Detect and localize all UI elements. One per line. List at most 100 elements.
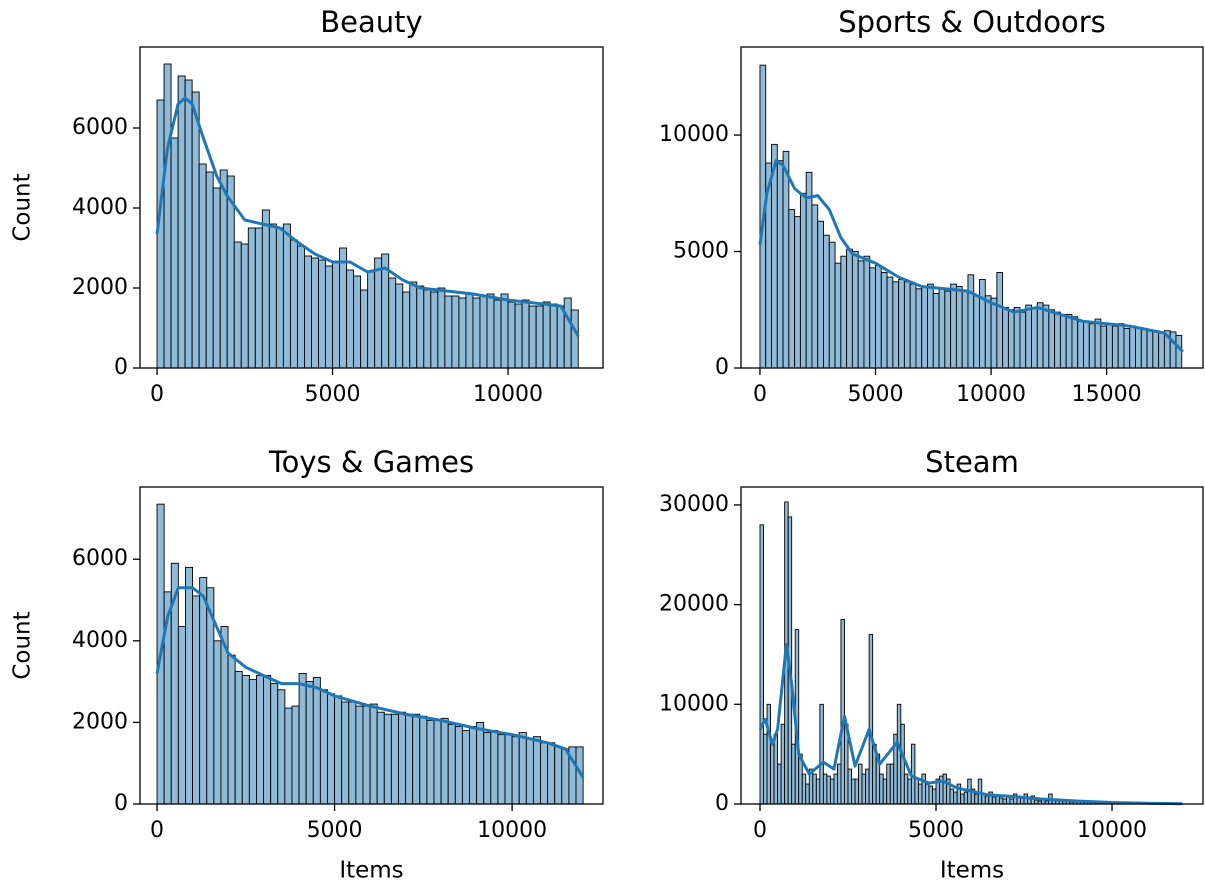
histogram-bar [875,265,882,369]
histogram-bar [886,276,894,369]
histogram-bar [458,297,467,369]
histogram-bar [799,192,807,369]
histogram-bar [504,734,513,805]
histogram-bar [268,223,277,369]
histogram-bar [163,63,172,369]
x-tick-label: 10000 [477,818,547,843]
histogram-bar [289,239,298,369]
histogram-bar [907,778,912,805]
histogram-bar [991,796,997,805]
y-tick-label: 5000 [673,239,729,264]
histogram-bar [270,683,279,805]
histogram-bar [865,768,870,805]
histogram-bar [1031,306,1038,369]
histogram-bar [1146,330,1154,369]
histogram-bar [917,783,923,805]
histogram-bar [395,283,404,369]
histogram-bar [949,788,955,805]
histogram-bar [851,251,859,369]
histogram-bar [479,295,488,369]
histogram-bar [390,713,399,805]
histogram-bar [759,524,764,805]
histogram-bar [518,732,527,805]
histogram-bar [857,260,865,369]
histogram-bar [1036,302,1044,369]
histogram-bar [362,705,371,805]
histogram-bar [528,305,537,369]
histogram-bar [497,734,506,805]
histogram-bar [556,305,565,369]
y-tick-label: 4000 [72,628,128,653]
histogram-bar [298,672,307,805]
histogram-bar [909,283,917,369]
x-tick-label: 10000 [473,382,543,407]
histogram-bar [311,257,319,369]
y-tick-label: 10000 [659,691,729,716]
panel: 0 5000 10000 15000 0 5000 10000 Sports & Outdoo… [659,5,1204,407]
histogram-bar [834,262,842,369]
histogram-bar [805,171,813,369]
panel-title: Beauty [320,5,422,39]
histogram-bar [177,626,186,805]
histogram-bar [277,689,286,805]
y-tick-label: 20000 [659,592,729,617]
axes-frame [740,46,1204,369]
histogram-bar [961,290,969,369]
histogram-bar [433,719,442,805]
histogram-bar [318,259,326,369]
y-axis-label: Count [10,173,36,241]
histogram-bar [241,675,250,805]
histogram-bar [240,243,249,369]
histogram-bar [938,288,946,369]
histogram-bar [507,301,516,369]
histogram-bar [1140,327,1148,369]
histogram-bar [360,289,369,369]
histogram-bar [1152,330,1160,369]
x-tick-label: 0 [753,818,767,843]
x-axis-label: Items [339,858,403,884]
axes-frame [139,486,604,805]
histogram-bar [426,719,435,805]
histogram-bar [840,619,845,805]
histogram-bar [900,723,905,805]
y-tick-label: 6000 [72,115,128,140]
histogram-bar [212,187,221,369]
histogram-bar [486,293,495,369]
histogram-bar [1013,306,1021,369]
histogram-bar [521,299,530,369]
histogram-bar [388,277,397,369]
histogram-bar [766,703,772,805]
histogram-bar [1027,798,1032,805]
histogram-bar [547,742,556,805]
x-tick-label: 5000 [908,818,964,843]
histogram-bar [868,634,874,805]
histogram-bar [1009,798,1014,805]
histogram-bar [319,689,328,805]
histogram-bar [367,271,376,369]
y-tick-label: 0 [715,791,729,816]
histogram-bar [419,715,428,805]
histogram-bar [812,773,817,805]
histogram-bar [1169,331,1177,369]
panel-title: Steam [925,445,1019,479]
histogram-bar [942,773,948,805]
x-tick-label: 10000 [1077,818,1147,843]
x-axis-label: Items [940,858,1004,884]
histogram-bar [282,223,291,369]
histogram-bar [974,793,979,805]
histogram-bar [791,743,796,805]
histogram-bar [549,303,558,369]
histogram-bar [826,775,831,805]
histogram-bar [247,227,256,369]
histogram-bar [1088,323,1096,369]
histogram-bar [996,272,1004,369]
histogram-bar [763,733,768,805]
histogram-bar [914,778,919,805]
histogram-bar [542,301,551,369]
panel-title: Toys & Games [268,445,474,479]
histogram-bar [903,773,909,805]
histogram-bar [570,309,579,369]
histogram-bar [995,795,1000,805]
histogram-bar [325,265,333,369]
histogram-bar [1054,311,1061,369]
